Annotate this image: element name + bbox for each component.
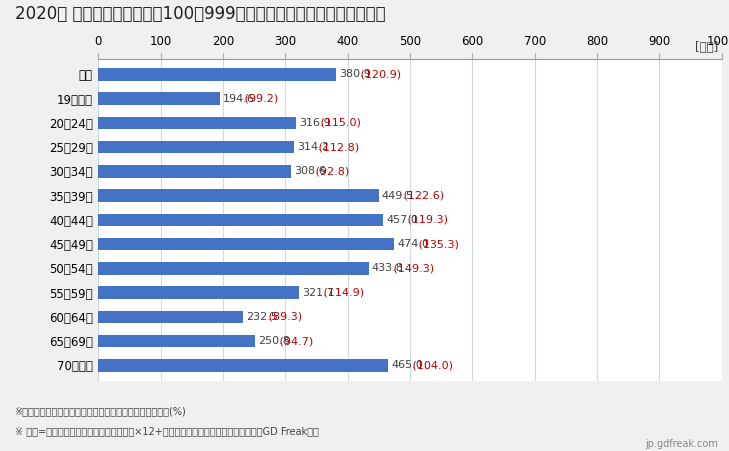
Bar [98, 116, 296, 129]
Text: (135.3): (135.3) [415, 239, 459, 249]
Text: 232.5: 232.5 [246, 312, 278, 322]
Bar [98, 262, 369, 275]
Text: 250.8: 250.8 [258, 336, 289, 346]
Text: (149.3): (149.3) [390, 263, 434, 273]
Bar [98, 165, 291, 178]
Text: (99.2): (99.2) [241, 94, 278, 104]
Text: (104.0): (104.0) [410, 360, 453, 370]
Text: (122.6): (122.6) [399, 191, 444, 201]
Text: 2020年 民間企業（従業者数100〜999人）フルタイム労働者の平均年収: 2020年 民間企業（従業者数100〜999人）フルタイム労働者の平均年収 [15, 5, 385, 23]
Text: 465.0: 465.0 [391, 360, 423, 370]
Text: (94.7): (94.7) [276, 336, 313, 346]
Bar [98, 92, 219, 105]
Bar [98, 238, 394, 250]
Text: ※ 年収=「きまって支給する現金給与額」×12+「年間賞与その他特別給与額」としてGD Freak推計: ※ 年収=「きまって支給する現金給与額」×12+「年間賞与その他特別給与額」とし… [15, 426, 319, 436]
Bar [98, 141, 295, 153]
Text: 308.6: 308.6 [294, 166, 326, 176]
Bar [98, 214, 383, 226]
Text: (115.0): (115.0) [317, 118, 361, 128]
Bar [98, 311, 243, 323]
Bar [98, 189, 378, 202]
Text: 321.7: 321.7 [302, 288, 334, 298]
Text: (89.3): (89.3) [265, 312, 302, 322]
Text: [万円]: [万円] [695, 41, 718, 54]
Text: 380.9: 380.9 [339, 69, 371, 79]
Text: (92.8): (92.8) [312, 166, 349, 176]
Text: ※（）内は域内の同業種・同年齢層の平均所得に対する比(%): ※（）内は域内の同業種・同年齢層の平均所得に対する比(%) [15, 406, 187, 416]
Bar [98, 359, 389, 372]
Text: (120.9): (120.9) [357, 69, 401, 79]
Text: (112.8): (112.8) [316, 142, 359, 152]
Text: 433.8: 433.8 [372, 263, 404, 273]
Text: 474.0: 474.0 [397, 239, 429, 249]
Bar [98, 335, 254, 347]
Text: jp.gdfreak.com: jp.gdfreak.com [645, 439, 718, 449]
Text: 316.9: 316.9 [299, 118, 331, 128]
Text: 314.2: 314.2 [297, 142, 330, 152]
Bar [98, 286, 299, 299]
Text: 194.6: 194.6 [223, 94, 254, 104]
Text: 457.0: 457.0 [386, 215, 418, 225]
Text: 449.5: 449.5 [382, 191, 413, 201]
Text: (119.3): (119.3) [405, 215, 448, 225]
Bar [98, 68, 336, 81]
Text: (114.9): (114.9) [320, 288, 364, 298]
